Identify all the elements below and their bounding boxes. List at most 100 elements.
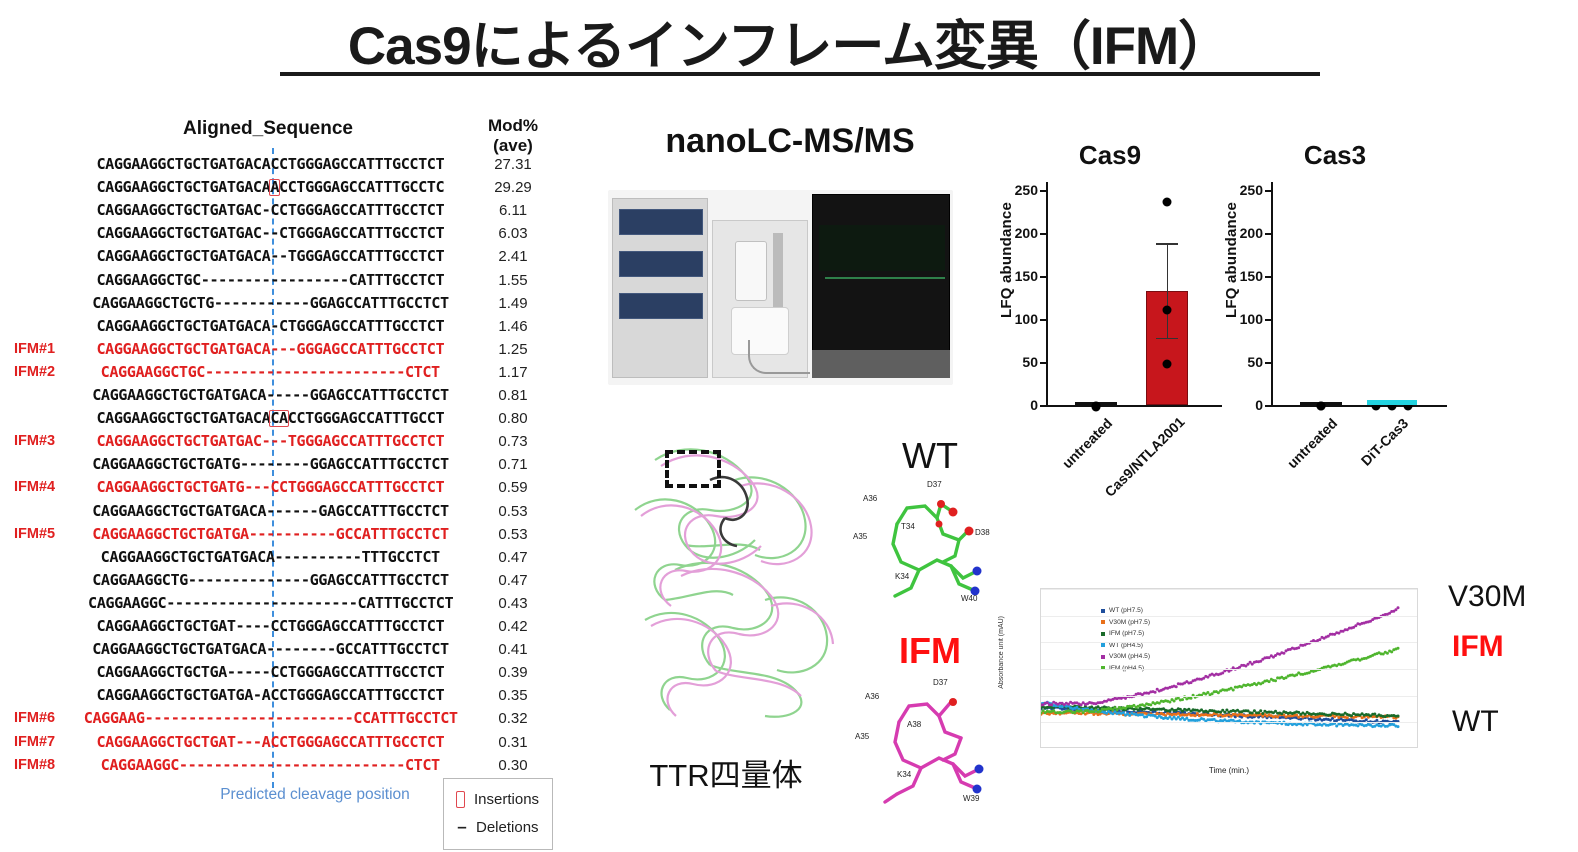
wt-residue-D37: D37 <box>927 480 942 489</box>
wt-residue-closeup: A36 D37 T34 A35 D38 K34 W40 <box>853 478 1005 608</box>
alignment-sequence: CAGGAAG------------------------CCATTTGCC… <box>83 709 458 728</box>
wt-structure-label: WT <box>902 435 958 476</box>
ttr-tetramer-label: TTR四量体 <box>649 758 803 793</box>
y-axis-tick <box>1265 276 1271 278</box>
grid-line <box>1041 642 1417 644</box>
alignment-sequence: CAGGAAGGCTGC-----------------CATTTGCCTCT <box>96 270 445 289</box>
alignment-header: Aligned_Sequence Mod% (ave) <box>0 116 560 164</box>
alignment-row: CAGGAAGGCTGCTGATGACA--TGGGAGCCATTTGCCTCT… <box>0 246 560 269</box>
y-axis <box>1271 182 1273 407</box>
x-axis-label-dit-cas3: DiT-Cas3 <box>1357 415 1412 469</box>
aligned-sequence-column-header: Aligned_Sequence <box>183 118 353 139</box>
alignment-sequence: CAGGAAGGC----------------------CATTTGCCT… <box>88 593 454 612</box>
ifm-residue-svg <box>883 698 984 804</box>
data-point <box>1162 305 1172 315</box>
wt-residue-T34: T34 <box>901 522 915 531</box>
mod-percent-value: 0.31 <box>498 733 528 751</box>
legend-label: V30M (pH4.5) <box>1109 653 1151 661</box>
alignment-sequence: CAGGAAGGCTGCTGATGACA----------TTTGCCTCT <box>100 547 441 566</box>
title-underline <box>280 72 1320 76</box>
ifm-row-label: IFM#3 <box>14 433 56 450</box>
y-axis-tick <box>1040 362 1046 364</box>
data-point <box>1162 359 1172 369</box>
mod-percent-value: 0.43 <box>498 594 528 612</box>
alignment-row: IFM#2 CAGGAAGGCTGC-----------------------… <box>0 362 560 385</box>
page-title: Cas9によるインフレーム変異（IFM） <box>347 17 1231 76</box>
structure-zoom-region-box <box>665 450 721 488</box>
ifm-row-label: IFM#2 <box>14 363 56 380</box>
legend-item: IFM (pH4.5) <box>1101 663 1150 675</box>
cas9-plot-area: 0 50 100 150 200 250 untreated Cas9/NTLA2001 <box>1015 182 1222 500</box>
y-axis-tick <box>1040 319 1046 321</box>
y-axis-tick <box>1265 362 1271 364</box>
linechart-y-axis-label: Absorbance unit (mAU) <box>998 616 1005 689</box>
insertion-marker: A <box>269 178 281 197</box>
legend-label: IFM (pH4.5) <box>1109 665 1144 672</box>
ms-chromatogram-trace <box>825 277 945 279</box>
grid-line <box>1041 615 1417 617</box>
data-point <box>1162 197 1172 207</box>
mod-percent-value: 0.47 <box>498 548 528 566</box>
y-axis-tick-label: 50 <box>1022 354 1038 370</box>
alignment-sequence: CAGGAAGGCTG--------------GGAGCCATTTGCCTC… <box>92 570 449 589</box>
grid-line <box>1041 722 1417 724</box>
mod-percent-value: 0.81 <box>498 387 528 404</box>
y-axis-tick-label: 50 <box>1247 354 1263 370</box>
y-axis-tick <box>1265 233 1271 235</box>
linechart-annotation-v30m: V30M <box>1448 580 1527 613</box>
mod-percent-value: 0.73 <box>498 433 528 451</box>
lc-vial <box>735 241 767 301</box>
y-axis-tick-label: 0 <box>1030 397 1038 413</box>
y-axis-tick <box>1040 190 1046 192</box>
legend-deletions: – Deletions <box>452 813 544 841</box>
alignment-row: CAGGAAGGCTGCTGA-----CCTGGGAGCCATTTGCCTCT… <box>0 662 560 685</box>
legend-swatch <box>1101 666 1105 671</box>
legend-swatch <box>1101 643 1105 648</box>
y-axis-tick-label: 0 <box>1255 397 1263 413</box>
legend-label: WT (pH7.5) <box>1109 607 1143 615</box>
error-bar-cap-upper <box>1155 243 1178 245</box>
data-point <box>1316 401 1326 411</box>
alignment-row: CAGGAAGGCTG--------------GGAGCCATTTGCCTC… <box>0 570 560 593</box>
alignment-panel: Aligned_Sequence Mod% (ave) CAGGAAGGCTGC… <box>0 116 560 850</box>
legend-item: V30M (pH4.5) <box>1101 651 1150 663</box>
linechart-x-axis-label: Time (min.) <box>1208 766 1250 775</box>
legend-insertions: Insertions <box>452 785 544 813</box>
lc-autosampler-unit <box>612 198 708 378</box>
y-axis-tick-label: 200 <box>1014 225 1038 241</box>
data-point <box>1387 401 1397 411</box>
lc-drawer-2 <box>619 251 703 277</box>
ifm-residue-A35: A35 <box>855 732 870 741</box>
y-axis-tick-label: 250 <box>1014 182 1038 198</box>
linechart-series-svg <box>1041 606 1400 729</box>
ms-display-screen <box>819 225 945 279</box>
alignment-row: CAGGAAGGCTGCTGATGACA----------TTTGCCTCT 0… <box>0 547 560 570</box>
mod-percent-value: 27.31 <box>494 156 532 173</box>
ms-base-panel <box>812 350 950 378</box>
alignment-row: CAGGAAGGCTGCTGATGACA-CTGGGAGCCATTTGCCTCT… <box>0 316 560 339</box>
lcms-instrument-photo <box>608 190 953 385</box>
predicted-cleavage-caption: Predicted cleavage position <box>220 786 410 803</box>
legend-swatch <box>1101 631 1105 636</box>
alignment-sequence: CAGGAAGGCTGC-----------------------CTCT <box>100 362 441 381</box>
alignment-row: CAGGAAGGCTGCTGATGACA--------GCCATTTGCCTC… <box>0 639 560 662</box>
ifm-row-label: IFM#5 <box>14 525 56 542</box>
mod-percent-value: 0.41 <box>498 641 528 659</box>
data-point <box>1371 401 1381 411</box>
wt-residue-svg <box>891 500 982 598</box>
cas9-bar-chart: Cas9 LFQ abundance 0 50 100 150 200 250 untrea… <box>998 140 1222 500</box>
alignment-row: CAGGAAGGCTGCTGATGACACACCTGGGAGCCATTTGCCT… <box>0 408 560 431</box>
lc-drawer-3 <box>619 293 703 319</box>
mod-percent-value: 0.53 <box>498 502 528 520</box>
lc-arm <box>773 233 783 311</box>
linechart-plot-area: WT (pH7.5) V30M (pH7.5) IFM (pH7.5) WT (pH4… <box>1040 588 1418 748</box>
grid-line <box>1041 589 1417 590</box>
y-axis <box>1046 182 1048 407</box>
bar-dit-cas3-strip <box>1366 400 1417 405</box>
alignment-sequence: CAGGAAGGCTGCTGATGACACACCTGGGAGCCATTTGCCT <box>96 409 445 428</box>
mod-percent-value: 0.59 <box>498 479 528 497</box>
legend-insertions-label: Insertions <box>474 790 540 808</box>
mod-percent-value: 6.03 <box>498 225 528 243</box>
alignment-row: IFM#3 CAGGAAGGCTGCTGATGAC---TGGGAGCCATTTG… <box>0 431 560 454</box>
ifm-residue-A38: A38 <box>907 720 922 729</box>
